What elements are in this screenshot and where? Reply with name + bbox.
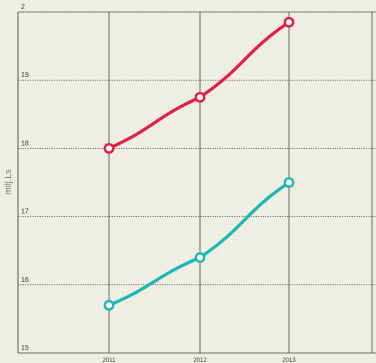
series-line-1 xyxy=(107,20,291,150)
x-tick-label: 2011 xyxy=(103,358,117,363)
series-2-point xyxy=(103,299,115,311)
series-1-point xyxy=(103,142,115,154)
series-1-point xyxy=(194,91,206,103)
y-tick-label: 15 xyxy=(21,345,29,352)
x-tick-label: 2012 xyxy=(193,358,207,363)
y-tick-label: 17 xyxy=(21,209,29,216)
series-2-point xyxy=(194,252,206,263)
y-tick-label: 2 xyxy=(21,4,25,11)
y-tick-label: 18 xyxy=(21,140,29,147)
y-axis-label: milj.Ls xyxy=(3,169,13,195)
series-1-point xyxy=(283,16,295,28)
series-2-point xyxy=(283,177,295,188)
y-tick-label: 16 xyxy=(21,277,29,284)
x-tick-label: 2013 xyxy=(282,358,296,363)
series-line-2 xyxy=(107,180,291,307)
y-tick-label: 19 xyxy=(21,72,29,79)
